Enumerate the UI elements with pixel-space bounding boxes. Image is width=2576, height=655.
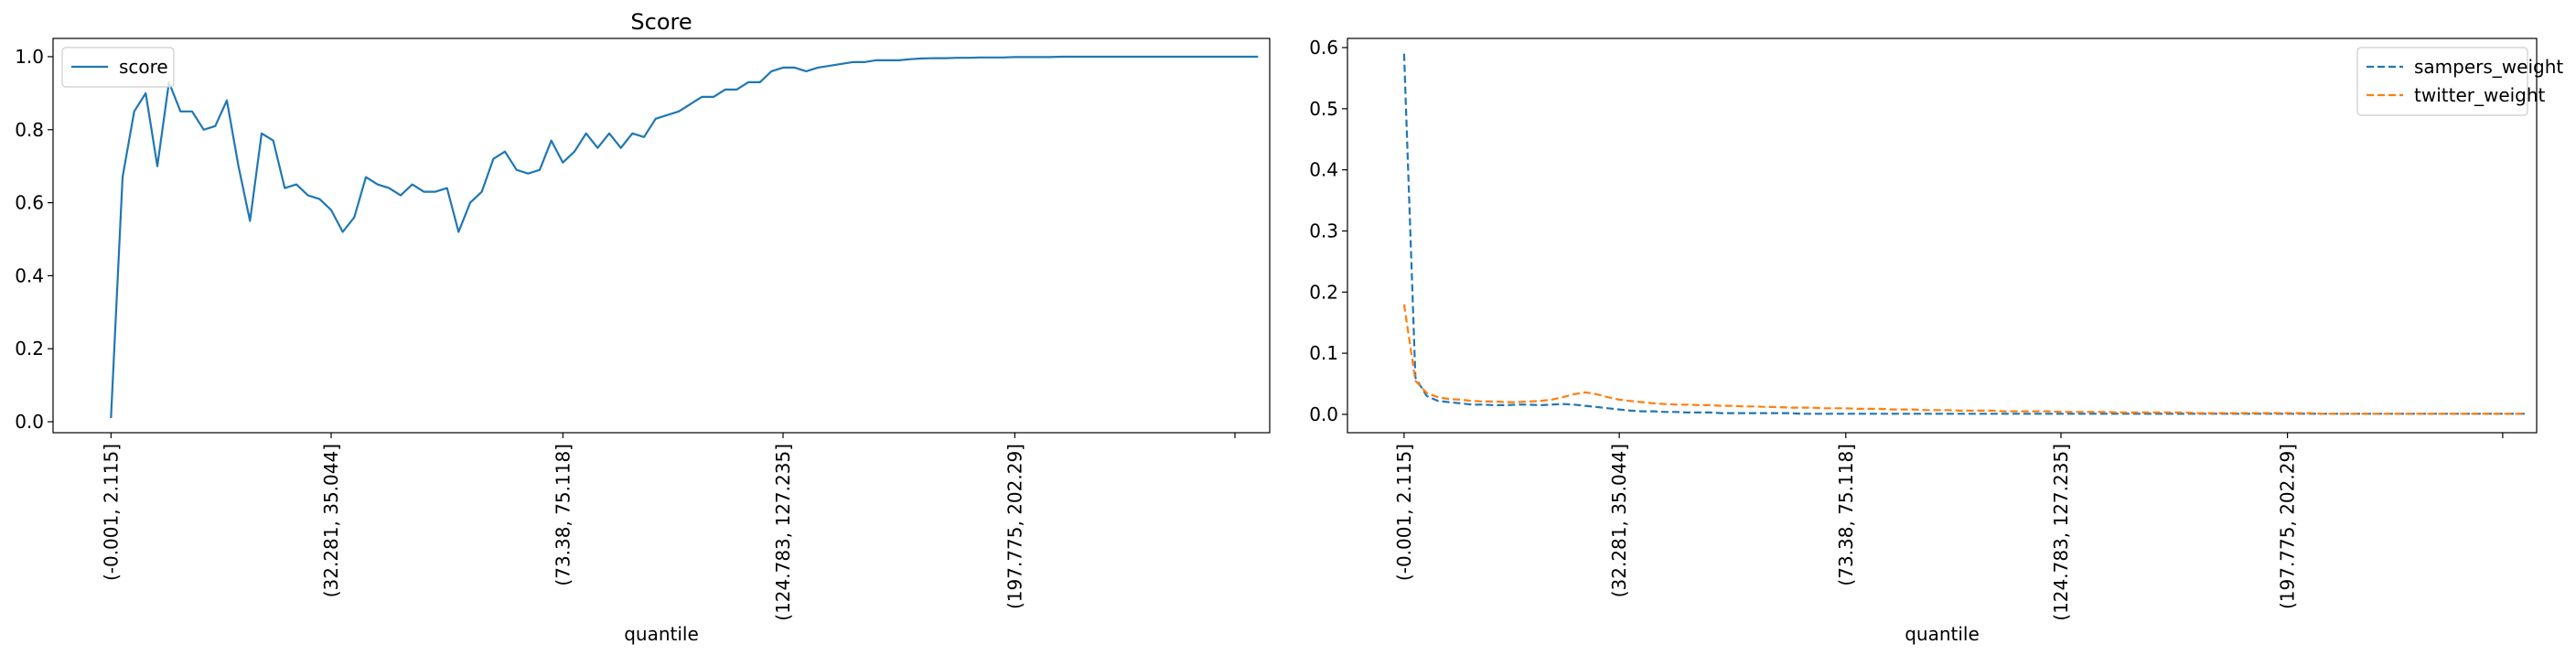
y-tick-label: 0.8 — [15, 119, 44, 141]
y-tick-label: 0.4 — [15, 264, 44, 286]
x-tick-label: (197.775, 202.29] — [2277, 444, 2299, 609]
y-tick-label: 0.4 — [1309, 159, 1338, 181]
series-group — [110, 55, 1259, 419]
y-tick-label: 0.2 — [15, 338, 44, 360]
axes-frame — [52, 38, 1271, 434]
x-tick-label: (124.783, 127.235] — [2050, 444, 2072, 621]
x-tick-label: (-0.001, 2.115] — [100, 444, 122, 581]
x-tick-label: (197.775, 202.29] — [1004, 444, 1025, 609]
legend-box — [61, 47, 175, 88]
x-tick-label: (73.38, 75.118] — [1835, 444, 1857, 586]
series-line-score — [110, 55, 1259, 419]
x-axis-label: quantile — [624, 623, 699, 645]
chart-title: Score — [630, 9, 692, 35]
y-tick-label: 0.5 — [1309, 98, 1338, 120]
legend-label: twitter_weight — [2414, 84, 2546, 106]
series-group — [1402, 53, 2526, 415]
weights-chart-panel: 0.0 0.1 0.2 0.3 0.4 0.5 0.6 (-0.001, 2.115] (32.… — [1309, 37, 2563, 645]
legend: score — [61, 47, 175, 88]
x-tick-label: (124.783, 127.235] — [772, 444, 794, 621]
x-tick-label: (32.281, 35.044] — [1608, 444, 1630, 597]
y-tick-label: 0.3 — [1309, 220, 1338, 242]
y-tick-label: 0.6 — [1309, 37, 1338, 59]
axes-frame — [1347, 38, 2538, 434]
y-tick-label: 0.2 — [1309, 281, 1338, 303]
x-tick-label: (-0.001, 2.115] — [1393, 444, 1415, 581]
y-tick-label: 0.0 — [1309, 403, 1338, 425]
legend: sampers_weight twitter_weight — [2356, 47, 2563, 116]
y-tick-label: 0.6 — [15, 192, 44, 214]
series-line-sampers_weight — [1402, 53, 2526, 415]
x-axis-label: quantile — [1905, 623, 1980, 645]
legend-label: score — [119, 56, 168, 78]
x-tick-label: (32.281, 35.044] — [320, 444, 342, 597]
legend-label: sampers_weight — [2414, 56, 2563, 78]
score-chart-panel: 0.0 0.2 0.4 0.6 0.8 1.0 (-0.001, 2.115] (32.281… — [15, 9, 1271, 645]
y-tick-label: 0.0 — [15, 411, 44, 433]
y-tick-label: 1.0 — [15, 46, 44, 68]
legend-box — [2356, 47, 2528, 116]
x-tick-label: (73.38, 75.118] — [552, 444, 574, 586]
y-tick-label: 0.1 — [1309, 342, 1338, 364]
